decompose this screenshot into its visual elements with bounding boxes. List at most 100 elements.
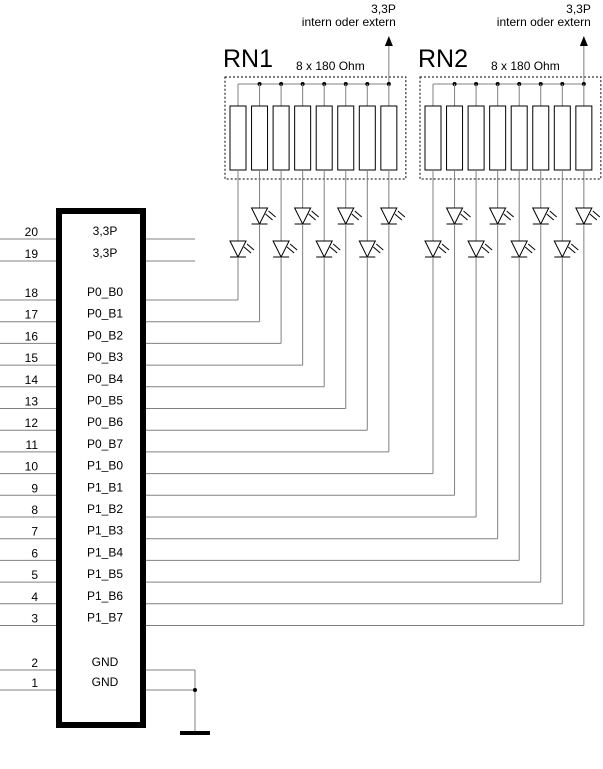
resistor: [380, 105, 398, 171]
pin-label: P1_B0: [87, 459, 123, 473]
pin-number: 3: [31, 612, 38, 626]
pin-number: 9: [31, 481, 38, 495]
led-icon: [488, 207, 507, 226]
pin-number: 2: [31, 656, 38, 670]
resistor: [251, 105, 269, 171]
pin-number: 4: [31, 590, 38, 604]
pin-label: P1_B4: [87, 545, 123, 559]
pin-label: P1_B7: [87, 611, 123, 625]
led-icon: [380, 207, 398, 226]
led-icon: [531, 207, 550, 226]
led-icon: [510, 240, 529, 259]
led-icon: [293, 207, 312, 226]
pin-number: 11: [26, 438, 39, 452]
pin-number: 18: [25, 286, 39, 300]
ground-icon: [180, 731, 210, 735]
pin-number: 17: [25, 308, 39, 322]
supply-label: 3,3P: [566, 2, 591, 16]
supply-label: 3,3P: [371, 2, 396, 16]
led-icon: [250, 207, 269, 226]
led-light-arrows-icon: [460, 210, 471, 221]
resistor-network-outline: [419, 76, 602, 180]
resistor: [424, 105, 442, 171]
resistor: [337, 105, 355, 171]
led-light-arrows-icon: [394, 210, 406, 221]
pin-number: 15: [25, 351, 39, 365]
resistor: [229, 105, 247, 171]
led-icon: [229, 240, 247, 259]
network-name: RN1: [223, 45, 273, 73]
led-icon: [467, 240, 485, 259]
pin-number: 7: [31, 525, 38, 539]
led-light-arrows-icon: [589, 210, 601, 221]
pin-number: 10: [25, 460, 39, 474]
pin-number: 13: [25, 395, 39, 409]
pin-label: P0_B6: [87, 415, 123, 429]
led-icon: [358, 240, 377, 259]
resistor: [489, 105, 507, 171]
pin-label: P0_B7: [87, 437, 123, 451]
network-name: RN2: [418, 45, 468, 73]
led-light-arrows-icon: [503, 210, 514, 221]
pin-label: P1_B5: [87, 567, 123, 581]
led-light-arrows-icon: [265, 210, 276, 221]
led-light-arrows-icon: [372, 243, 384, 254]
pin-number: 14: [25, 373, 39, 387]
pin-label: P0_B1: [87, 307, 123, 321]
junction-dot: [193, 688, 197, 692]
pin-label: 3,3P: [93, 224, 118, 238]
connector-body: [56, 208, 146, 728]
resistor: [358, 105, 376, 171]
led-light-arrows-icon: [524, 243, 536, 254]
network-value: 8 x 180 Ohm: [296, 59, 365, 73]
led-icon: [424, 240, 442, 259]
pin-number: 1: [31, 676, 38, 690]
led-icon: [445, 207, 464, 226]
led-light-arrows-icon: [546, 210, 558, 221]
led-icon: [553, 240, 572, 259]
pin-label: 3,3P: [93, 246, 118, 260]
pin-label: P1_B6: [87, 589, 123, 603]
arrow-up-icon: [384, 36, 393, 46]
supply-note: intern oder extern: [302, 15, 396, 29]
pin-number: 16: [25, 329, 39, 343]
supply-note: intern oder extern: [497, 15, 591, 29]
network-value: 8 x 180 Ohm: [491, 59, 560, 73]
pin-label: GND: [92, 675, 119, 689]
pin-number: 6: [31, 546, 38, 560]
resistor: [272, 105, 290, 171]
pin-label: P1_B3: [87, 524, 123, 538]
pin-label: P0_B3: [87, 350, 123, 364]
led-light-arrows-icon: [438, 243, 450, 254]
resistor: [553, 105, 571, 171]
led-light-arrows-icon: [308, 210, 319, 221]
led-icon: [272, 240, 290, 259]
pin-number: 19: [25, 247, 39, 261]
resistor: [294, 105, 312, 171]
led-light-arrows-icon: [286, 243, 298, 254]
pin-number: 8: [31, 503, 38, 517]
resistor: [315, 105, 333, 171]
led-light-arrows-icon: [243, 243, 255, 254]
led-light-arrows-icon: [567, 243, 579, 254]
pin-label: P0_B2: [87, 328, 123, 342]
pin-number: 5: [31, 568, 38, 582]
resistor: [532, 105, 550, 171]
led-icon: [336, 207, 355, 226]
led-icon: [575, 207, 593, 226]
resistor: [446, 105, 464, 171]
led-light-arrows-icon: [329, 243, 341, 254]
pin-label: P1_B1: [87, 480, 123, 494]
pin-label: P0_B4: [87, 372, 123, 386]
led-icon: [315, 240, 334, 259]
pin-label: P0_B5: [87, 394, 123, 408]
arrow-up-icon: [579, 36, 588, 46]
pin-label: P0_B0: [87, 285, 123, 299]
led-light-arrows-icon: [481, 243, 493, 254]
resistor: [467, 105, 485, 171]
resistor-network-outline: [224, 76, 407, 180]
resistor: [510, 105, 528, 171]
pin-number: 12: [25, 416, 39, 430]
pin-label: GND: [92, 655, 119, 669]
